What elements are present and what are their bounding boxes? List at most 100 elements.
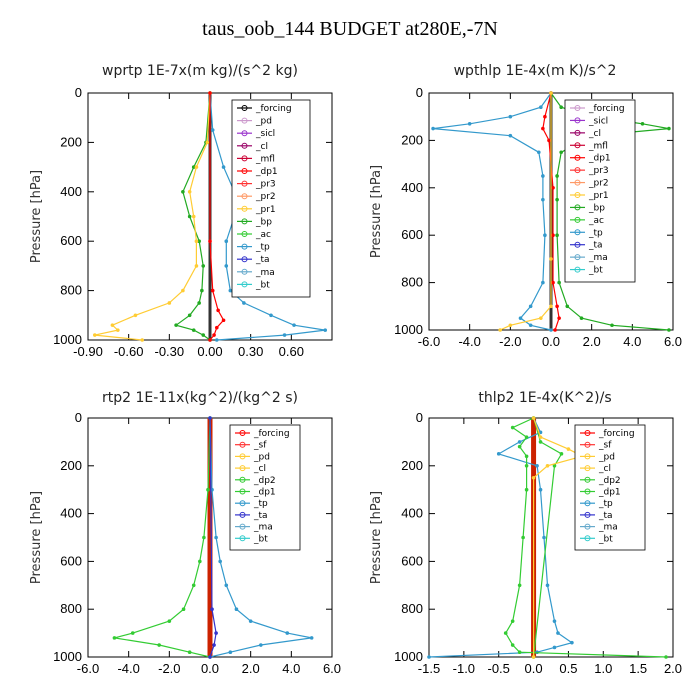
x-tick-label: 0.00	[197, 344, 222, 359]
legend-label: _cl	[253, 464, 266, 474]
series-point-dp1	[524, 487, 529, 492]
series-line-tp	[209, 417, 312, 658]
legend-marker	[239, 488, 246, 495]
y-tick-label: 400	[401, 506, 423, 521]
series-point-tp	[517, 440, 522, 444]
series-point-ac	[559, 150, 563, 155]
series-point-dp1	[553, 328, 557, 332]
panel-title: rtp2 1E-11x(kg^2)/(kg^2 s)	[102, 390, 298, 406]
legend-marker	[574, 229, 581, 236]
panel-title: wprtp 1E-7x(m kg)/(s^2 kg)	[102, 63, 298, 79]
legend-marker	[241, 268, 248, 275]
series-point-tp	[285, 631, 290, 635]
legend-marker	[239, 500, 246, 507]
series-point-pr1	[194, 239, 199, 243]
series-point-dp1	[210, 288, 215, 293]
series-point-dp2	[559, 452, 564, 456]
legend-marker	[574, 254, 581, 261]
legend-marker	[584, 465, 591, 472]
series-point-ac	[579, 316, 584, 320]
legend-label: _dp1	[255, 167, 278, 177]
y-tick-label: 200	[401, 132, 423, 147]
x-tick-label: -4.0	[117, 661, 139, 676]
series-point-pr1	[133, 313, 138, 318]
legend-marker	[241, 155, 248, 162]
legend-marker	[241, 205, 248, 212]
series-point-dp1	[167, 619, 172, 623]
legend-marker	[574, 216, 581, 223]
legend-label: _tp	[588, 228, 603, 238]
series-point-tp	[269, 313, 273, 318]
series-point-dp1	[157, 643, 161, 647]
series-point-dp1	[664, 655, 668, 659]
series-point-ac	[559, 105, 563, 110]
series-point-dp1	[517, 583, 522, 588]
series-point-tp	[248, 619, 253, 623]
series-point-tp	[528, 304, 533, 309]
series-point-pr1	[549, 304, 553, 309]
series-point-ac	[557, 280, 561, 285]
y-tick-label: 400	[60, 506, 82, 521]
legend-marker	[241, 218, 248, 225]
series-point-dp1	[208, 338, 212, 342]
y-tick-label: 400	[401, 180, 423, 195]
x-tick-label: 4.0	[623, 334, 641, 349]
x-tick-label: -4.0	[458, 334, 480, 349]
series-point-pr1	[92, 333, 97, 337]
plot-frame	[428, 417, 674, 658]
series-point-tp	[535, 464, 539, 468]
series-point-tp	[508, 114, 513, 119]
legend-marker	[574, 266, 581, 273]
legend-label: _ac	[255, 230, 271, 240]
legend-label: _ta	[588, 241, 603, 251]
series-point-dp1	[187, 650, 192, 655]
series-point-tp	[528, 323, 533, 328]
series-point-cl	[531, 475, 536, 480]
series-point-ac	[555, 174, 559, 178]
legend-marker	[239, 441, 246, 448]
series-point-ac	[667, 328, 671, 332]
legend-marker	[574, 241, 581, 248]
series-point-dp1	[130, 631, 135, 635]
series-point-ta	[208, 416, 212, 420]
x-tick-label: 0.0	[542, 334, 560, 349]
series-line-dp2	[533, 417, 563, 658]
series-point-tp	[545, 583, 550, 588]
legend-label: _pr1	[588, 191, 609, 201]
legend-marker	[241, 105, 248, 111]
legend-label: _dp2	[253, 476, 276, 486]
series-point-ta	[208, 655, 212, 659]
series-point-tp	[543, 233, 547, 237]
legend-label: _ta	[255, 255, 270, 265]
legend-marker	[574, 167, 581, 174]
x-tick-label: 6.0	[664, 334, 682, 349]
series-point-tp	[221, 165, 226, 169]
legend-label: _pd	[255, 117, 272, 127]
series-point-pr1	[181, 288, 185, 293]
legend-label: _pd	[253, 452, 270, 462]
legend-label: _ma	[255, 268, 275, 278]
y-tick-label: 800	[401, 275, 423, 290]
series-point-cl	[531, 655, 536, 659]
x-tick-label: -6.0	[418, 334, 440, 349]
legend-marker	[241, 193, 248, 200]
legend-label: _pr2	[588, 179, 609, 189]
series-point-pr1	[205, 140, 210, 145]
legend-label: _pr2	[255, 192, 276, 202]
series-point-tp	[309, 636, 314, 640]
legend-label: _cl	[598, 464, 611, 474]
series-point-ac	[197, 239, 201, 243]
series-point-tp	[549, 328, 553, 332]
series-line-dp1	[505, 417, 667, 658]
legend-label: _sicl	[588, 116, 608, 126]
series-point-pr1	[549, 91, 553, 95]
series-point-tp	[541, 174, 545, 178]
series-point-tp	[210, 128, 215, 132]
series-point-dp1	[551, 233, 555, 237]
series-point-dp1	[551, 186, 555, 190]
legend-label: _tp	[253, 499, 268, 509]
legend-marker	[239, 523, 246, 530]
series-line-tp	[433, 92, 552, 331]
legend-marker	[574, 192, 581, 198]
legend-marker	[574, 105, 581, 111]
